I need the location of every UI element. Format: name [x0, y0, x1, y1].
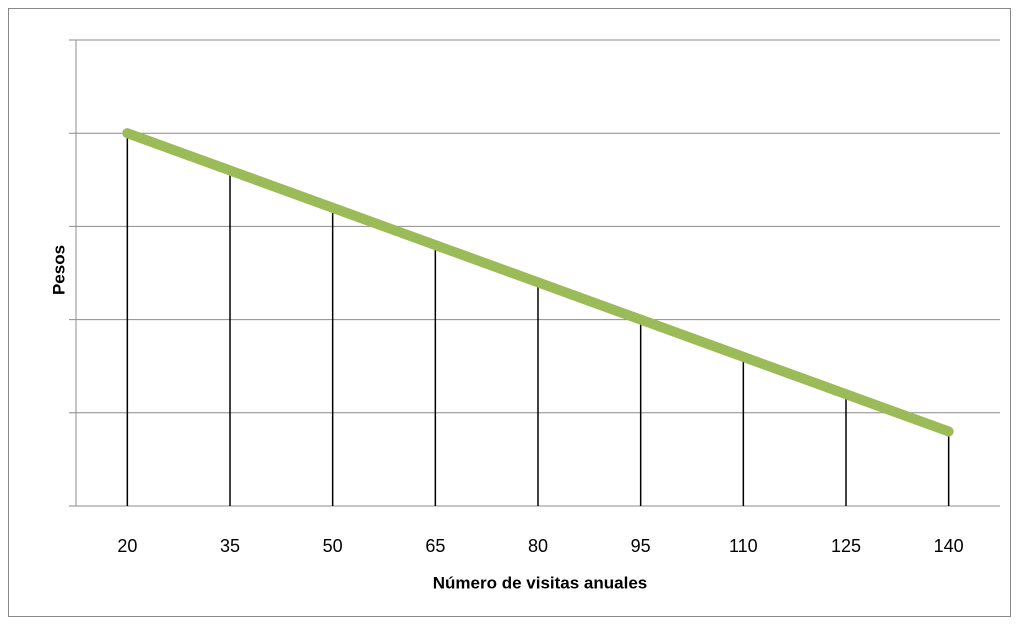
x-tick-label: 95 — [631, 536, 651, 556]
x-tick-label: 35 — [220, 536, 240, 556]
chart-border — [8, 8, 1011, 617]
x-tick-label: 50 — [323, 536, 343, 556]
x-tick-label: 110 — [729, 536, 758, 556]
x-axis-title: Número de visitas anuales — [433, 573, 647, 592]
x-tick-label: 80 — [528, 536, 548, 556]
x-tick-label: 125 — [831, 536, 861, 556]
x-tick-label: 65 — [425, 536, 445, 556]
series-line — [122, 128, 954, 437]
x-tick-label: 140 — [934, 536, 964, 556]
y-axis-title: Pesos — [49, 245, 68, 295]
x-tick-label: 20 — [117, 536, 137, 556]
